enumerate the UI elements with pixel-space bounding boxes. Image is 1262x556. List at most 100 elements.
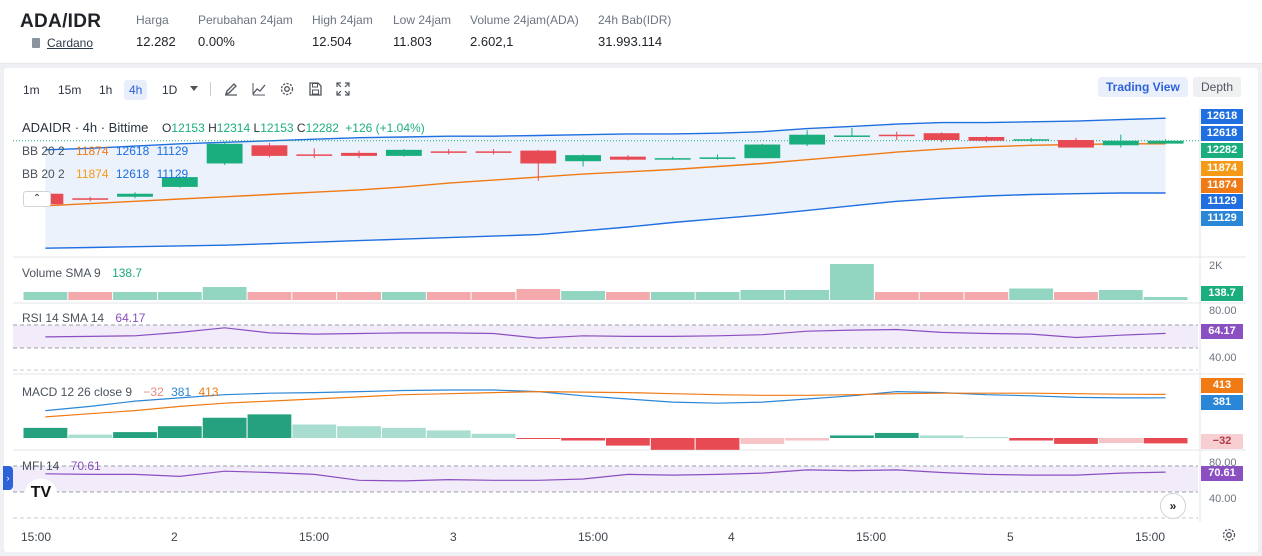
candle-body <box>923 133 960 140</box>
chevron-down-icon[interactable] <box>190 86 198 91</box>
bb-basis: 11874 <box>76 167 109 181</box>
scroll-to-realtime-button[interactable]: » <box>1160 493 1186 519</box>
expand-sidebar-tab[interactable]: › <box>3 466 13 490</box>
timeframe-1d[interactable]: 1D <box>162 83 178 97</box>
bb-lower-line <box>45 192 1166 249</box>
time-axis-label: 4 <box>728 530 735 544</box>
macd-histogram-bar <box>23 427 68 438</box>
draw-icon[interactable] <box>223 81 239 97</box>
timeframe-15m[interactable]: 15m <box>58 83 82 97</box>
volume-bar <box>1098 290 1143 300</box>
time-axis-label: 5 <box>1007 530 1014 544</box>
volume-legend[interactable]: Volume SMA 9 138.7 <box>22 266 142 280</box>
candle-body <box>117 193 153 197</box>
stat-label: Volume 24jam(ADA) <box>470 13 579 27</box>
ohlc-low: 12153 <box>260 121 294 135</box>
candle-body <box>834 135 870 137</box>
volume-bar <box>1143 297 1188 300</box>
stat-change: Perubahan 24jam 0.00% <box>198 13 293 49</box>
bb-upper-price-label: 12618 <box>1201 126 1243 141</box>
macd-legend[interactable]: MACD 12 26 close 9 −32 381 413 <box>22 385 219 399</box>
macd-histogram-bar <box>337 426 381 438</box>
candle-body <box>789 134 826 145</box>
volume-bar <box>919 292 964 300</box>
rsi-scale-label: 40.00 <box>1209 352 1237 364</box>
ohlc-high: 12314 <box>216 121 251 135</box>
macd-histogram-bar <box>695 438 740 450</box>
ohlc-open: 12153 <box>171 121 205 135</box>
macd-histogram-bar <box>1098 438 1143 444</box>
volume-bar <box>68 292 113 300</box>
stat-value: 2.602,1 <box>470 34 514 49</box>
mfi-price-label: 70.61 <box>1201 466 1243 481</box>
volume-bar <box>426 292 471 300</box>
macd-histogram-bar <box>381 427 426 438</box>
ohlc-close: 12282 <box>305 121 339 135</box>
bb-name: BB 20 2 <box>22 167 65 181</box>
stat-label: Low 24jam <box>393 13 452 27</box>
macd-histogram-bar <box>561 438 605 441</box>
macd-histogram-bar <box>606 438 650 446</box>
collapse-legend-button[interactable]: ⌃ <box>23 191 51 207</box>
depth-button[interactable]: Depth <box>1193 77 1242 97</box>
macd-histogram-bar <box>113 432 157 438</box>
timeframe-1m[interactable]: 1m <box>23 83 40 97</box>
pair-symbol: ADA/IDR <box>20 11 102 32</box>
macd-signal-line <box>45 390 1166 418</box>
macd-histogram-bar <box>516 438 561 439</box>
bb-basis-price-label: 11874 <box>1201 178 1243 193</box>
coin-name-link[interactable]: Cardano <box>47 36 94 50</box>
macd-signal-price-label: 413 <box>1201 378 1243 393</box>
bb-lower: 11129 <box>156 144 189 158</box>
tradingview-logo: TV <box>25 479 57 507</box>
macd-histogram-bar <box>68 434 113 438</box>
chart-settings-gear-icon[interactable] <box>1221 527 1237 543</box>
save-icon[interactable] <box>307 81 323 97</box>
mfi-scale-label: 40.00 <box>1209 493 1237 505</box>
bb-lower-price-label: 11129 <box>1201 211 1243 226</box>
stat-label: Perubahan 24jam <box>198 13 293 27</box>
macd-histogram-bar <box>740 438 785 444</box>
rsi-value: 64.17 <box>115 311 146 325</box>
volume-bar <box>830 264 874 300</box>
gear-icon[interactable] <box>279 81 295 97</box>
mfi-legend[interactable]: MFI 14 70.61 <box>22 459 101 473</box>
bb-legend-1[interactable]: BB 20 2 11874 12618 11129 <box>22 144 188 158</box>
macd-histogram-bar <box>919 435 964 438</box>
timeframe-4h[interactable]: 4h <box>124 80 148 100</box>
candle-body <box>206 143 243 164</box>
macd-histogram-bar <box>157 426 202 438</box>
volume-bar <box>695 292 740 300</box>
timeframe-1h[interactable]: 1h <box>99 83 113 97</box>
trading-view-button[interactable]: Trading View <box>1098 77 1188 97</box>
fullscreen-icon[interactable] <box>335 81 351 97</box>
bb-legend-2[interactable]: BB 20 2 11874 12618 11129 <box>22 167 188 181</box>
time-axis-label: 15:00 <box>299 530 330 544</box>
time-axis-label: 15:00 <box>1135 530 1166 544</box>
ohlc-c-label: C <box>296 121 306 135</box>
toolbar-divider <box>210 82 211 96</box>
stat-volume: Volume 24jam(ADA) 2.602,1 <box>470 13 579 49</box>
bb-basis-line <box>45 143 1166 207</box>
stat-label: 24h Bab(IDR) <box>598 13 672 27</box>
time-axis-label: 15:00 <box>856 530 887 544</box>
macd-histogram-bar <box>1143 438 1188 444</box>
indicator-icon[interactable] <box>251 81 267 97</box>
bb-upper-price-label: 12618 <box>1201 109 1243 124</box>
macd-histogram-bar <box>830 435 874 438</box>
stat-price: Harga 12.282 <box>136 13 176 49</box>
macd-name: MACD 12 26 close 9 <box>22 385 133 399</box>
candle-body <box>520 150 557 164</box>
rsi-legend[interactable]: RSI 14 SMA 14 64.17 <box>22 311 145 325</box>
rsi-price-label: 64.17 <box>1201 324 1243 339</box>
time-axis-label: 15:00 <box>21 530 52 544</box>
stat-turnover: 24h Bab(IDR) 31.993.114 <box>598 13 671 49</box>
volume-scale-label: 2K <box>1209 260 1223 272</box>
macd-histogram-bar <box>1054 438 1098 444</box>
time-axis-label: 2 <box>171 530 178 544</box>
ohlc-h-label: H <box>208 121 217 135</box>
candle-body <box>430 151 467 153</box>
candle-body <box>161 177 198 187</box>
macd-histogram-bar <box>650 438 695 450</box>
